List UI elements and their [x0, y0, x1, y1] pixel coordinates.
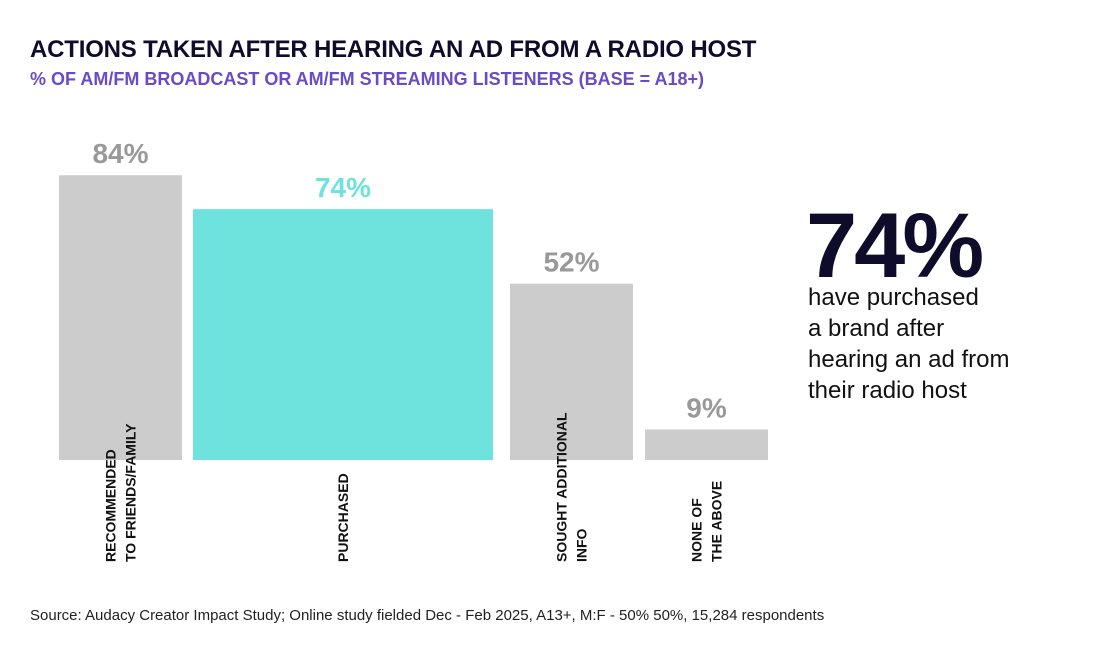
- category-label: TO FRIENDS/FAMILY: [123, 423, 139, 562]
- bar-value-label: 9%: [686, 392, 727, 423]
- bar: [645, 429, 768, 460]
- callout-line: a brand after: [808, 315, 945, 342]
- chart-subtitle: % OF AM/FM BROADCAST OR AM/FM STREAMING …: [30, 69, 705, 89]
- category-label: PURCHASED: [335, 473, 351, 562]
- chart-title: ACTIONS TAKEN AFTER HEARING AN AD FROM A…: [30, 36, 757, 63]
- bar-value-label: 84%: [92, 138, 148, 169]
- category-label: RECOMMENDED: [103, 449, 119, 562]
- category-label: THE ABOVE: [709, 481, 725, 562]
- callout-line: hearing an ad from: [808, 346, 1010, 373]
- source-note: Source: Audacy Creator Impact Study; Onl…: [30, 607, 825, 624]
- category-label: INFO: [574, 528, 590, 562]
- bar-value-label: 52%: [543, 247, 599, 278]
- bar: [510, 283, 633, 460]
- category-label: NONE OF: [689, 498, 705, 562]
- callout-text: have purchased a brand after hearing an …: [808, 282, 1088, 406]
- bar-value-label: 74%: [315, 172, 371, 203]
- category-label: SOUGHT ADDITIONAL: [554, 412, 570, 562]
- bar: [59, 175, 182, 461]
- bar-chart: 84% RECOMMENDED TO FRIENDS/FAMILY 74% PURCHA…: [59, 138, 768, 562]
- callout-line: have purchased: [808, 284, 979, 311]
- callout-value: 74%: [806, 195, 984, 297]
- labels-layer: 84% RECOMMENDED TO FRIENDS/FAMILY 74% PURCHA…: [92, 138, 726, 562]
- bars-layer: [59, 175, 768, 461]
- bar: [193, 209, 493, 460]
- callout-line: their radio host: [808, 377, 967, 404]
